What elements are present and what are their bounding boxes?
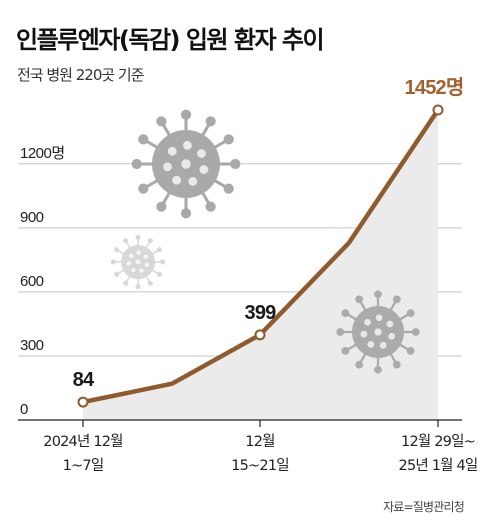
virus-spot xyxy=(143,254,148,259)
virus-spike-tip xyxy=(131,158,142,170)
virus-spike-tip xyxy=(135,234,141,240)
virus-spike-tip xyxy=(160,259,166,265)
x-axis xyxy=(18,419,462,427)
virus-spot xyxy=(126,261,131,266)
x-tick-label: 12월 xyxy=(245,433,274,450)
virus-spot xyxy=(367,340,375,348)
data-point-marker xyxy=(77,396,89,408)
area-layer xyxy=(83,110,438,420)
virus-spot xyxy=(388,332,396,340)
virus-spot xyxy=(167,146,177,156)
virus-spot xyxy=(364,318,371,326)
virus-spike-tip xyxy=(138,183,149,194)
x-tick-label: 2024년 12월 xyxy=(43,433,122,450)
virus-spot xyxy=(128,253,134,258)
virus-spot xyxy=(374,328,382,336)
virus-spot xyxy=(163,162,172,172)
virus-spot xyxy=(135,259,141,265)
y-tick-label: 900 xyxy=(20,209,44,226)
virus-spot xyxy=(181,159,191,169)
labels: 0 300 600 900 1200명 2024년 12월 1~7일 12월 15~21일 12월… xyxy=(20,76,478,474)
virus-spike-tip xyxy=(205,201,216,212)
virus-spot xyxy=(144,262,150,267)
virus-icon xyxy=(336,290,420,374)
chart-subtitle: 전국 병원 220곳 기준 xyxy=(17,66,145,84)
virus-icon xyxy=(131,109,241,219)
virus-spike-tip xyxy=(223,134,234,145)
virus-spike-tip xyxy=(180,109,192,120)
virus-spike-tip xyxy=(180,208,192,219)
y-tick-label: 1200명 xyxy=(20,145,65,162)
virus-spike-tip xyxy=(406,346,415,355)
area-fill xyxy=(83,110,438,420)
virus-spike-tip xyxy=(156,201,167,212)
virus-spike-tip xyxy=(110,259,116,265)
virus-spot xyxy=(375,314,383,322)
virus-spike-tip xyxy=(355,360,364,369)
x-tick-label: 25년 1월 4일 xyxy=(399,457,478,474)
y-tick-label: 300 xyxy=(20,337,44,354)
virus-spike-tip xyxy=(392,360,401,369)
virus-spike-tip xyxy=(156,247,162,253)
virus-spike-tip xyxy=(205,116,216,127)
source-note: 자료=질병관리청 xyxy=(383,500,465,514)
virus-spike-tip xyxy=(392,295,401,304)
virus-spot xyxy=(131,267,136,273)
virus-spike-tip xyxy=(406,309,415,318)
virus-spot xyxy=(182,140,192,150)
virus-spot xyxy=(199,165,209,174)
virus-spike-tip xyxy=(123,238,129,244)
virus-icon xyxy=(110,234,166,290)
virus-spike-tip xyxy=(138,134,149,145)
virus-spike-tip xyxy=(355,295,364,304)
virus-spike-tip xyxy=(374,290,382,299)
virus-decorations xyxy=(110,109,420,374)
virus-spike-tip xyxy=(114,271,120,277)
virus-spot xyxy=(197,149,206,158)
data-point-marker xyxy=(254,329,266,341)
virus-spike-tip xyxy=(123,280,129,286)
virus-spike-tip xyxy=(135,284,141,290)
y-tick-label: 0 xyxy=(20,401,28,418)
virus-spot xyxy=(136,250,141,255)
virus-spike-tip xyxy=(230,158,241,170)
virus-spike-tip xyxy=(341,309,350,318)
virus-spot xyxy=(386,320,394,328)
virus-spike-tip xyxy=(156,271,162,277)
virus-spike-tip xyxy=(336,328,345,336)
y-tick-label: 600 xyxy=(20,273,44,290)
x-tick-label: 1~7일 xyxy=(63,457,104,474)
virus-spike-tip xyxy=(411,328,420,336)
chart-title: 인플루엔자(독감) 입원 환자 추이 xyxy=(16,26,325,54)
virus-spot xyxy=(139,268,144,273)
data-label: 84 xyxy=(73,369,95,391)
virus-spot xyxy=(360,330,368,338)
x-tick-label: 12월 29일~ xyxy=(401,433,475,450)
virus-spike-tip xyxy=(223,183,234,194)
data-point-marker xyxy=(432,104,444,116)
virus-spike-tip xyxy=(341,346,350,355)
data-label: 1452명 xyxy=(405,76,464,99)
virus-spike-tip xyxy=(114,247,120,253)
virus-spot xyxy=(172,175,182,185)
virus-spike-tip xyxy=(147,238,153,244)
virus-spike-tip xyxy=(156,116,167,127)
virus-spot xyxy=(379,341,387,349)
virus-spot xyxy=(188,176,198,186)
virus-spike-tip xyxy=(147,280,153,286)
virus-spike-tip xyxy=(374,365,382,374)
data-label: 399 xyxy=(245,302,277,324)
line-layer xyxy=(77,104,444,408)
x-tick-label: 15~21일 xyxy=(231,457,289,474)
